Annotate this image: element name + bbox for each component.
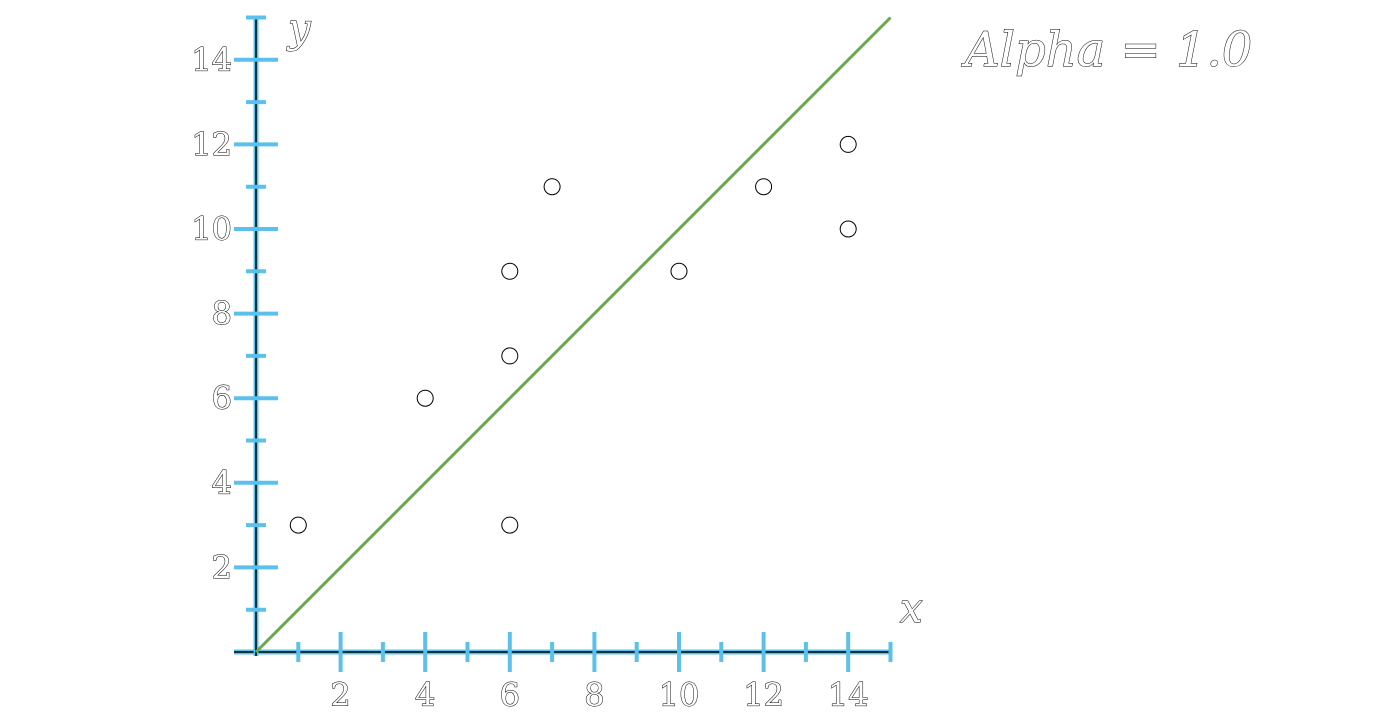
y-axis-title: y: [286, 6, 312, 52]
x-axis-title: x: [900, 586, 923, 632]
x-tick-label: 10: [659, 676, 700, 714]
axes: 2 4 6 8 10 12 14 2 4 6 8 10 12 14: [191, 15, 893, 715]
x-tick-label: 14: [828, 676, 869, 714]
data-point: [501, 516, 519, 534]
x-tick-label: 12: [743, 676, 784, 714]
y-tick-label: 2: [212, 548, 232, 586]
y-tick-label: 14: [191, 41, 232, 79]
x-tick-label: 2: [330, 676, 350, 714]
y-tick-label: 12: [191, 125, 232, 163]
data-point: [501, 347, 519, 365]
data-point: [416, 389, 434, 407]
data-point: [839, 135, 857, 153]
y-tick-label: 10: [191, 210, 232, 248]
x-tick-label: 4: [415, 676, 435, 714]
data-point: [543, 178, 561, 196]
data-point: [289, 516, 307, 534]
x-tick-label: 6: [500, 676, 520, 714]
fit-line: [254, 16, 892, 654]
y-tick-label: 6: [212, 379, 232, 417]
alpha-annotation: Alpha = 1.0: [961, 22, 1252, 78]
data-point: [839, 220, 857, 238]
data-point: [670, 262, 688, 280]
labels-group: x y Alpha = 1.0: [286, 6, 1253, 633]
points-group: [289, 135, 857, 534]
fit-line-group: [254, 16, 892, 654]
y-tick-label: 8: [212, 295, 232, 333]
data-point: [755, 178, 773, 196]
x-tick-label: 8: [584, 676, 604, 714]
y-tick-label: 4: [212, 464, 232, 502]
data-point: [501, 262, 519, 280]
